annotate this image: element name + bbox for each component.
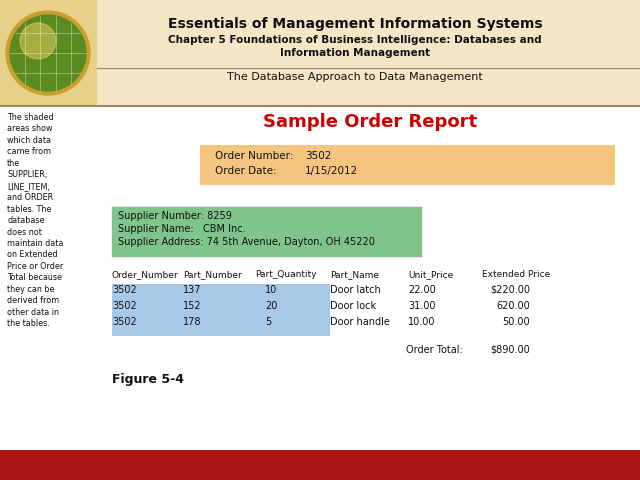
Bar: [0, 107, 640, 450]
Text: 20: 20: [265, 301, 277, 311]
Text: 3502: 3502: [112, 317, 137, 327]
Text: 3502: 3502: [112, 285, 137, 295]
Text: Order Total:: Order Total:: [406, 345, 463, 355]
Text: 31.00: 31.00: [408, 301, 435, 311]
Text: Figure 5-4: Figure 5-4: [112, 373, 184, 386]
Text: $220.00: $220.00: [490, 285, 530, 295]
Text: 152: 152: [183, 301, 202, 311]
Text: Chapter 5 Foundations of Business Intelligence: Databases and: Chapter 5 Foundations of Business Intell…: [168, 35, 542, 45]
Bar: [112, 207, 422, 257]
Text: Order Number:: Order Number:: [215, 151, 294, 161]
Text: Part_Quantity: Part_Quantity: [255, 270, 317, 279]
Text: $890.00: $890.00: [490, 345, 530, 355]
Text: 5.14: 5.14: [12, 457, 40, 467]
Text: Essentials of Management Information Systems: Essentials of Management Information Sys…: [168, 17, 542, 31]
Text: Part_Name: Part_Name: [330, 270, 379, 279]
Text: 1/15/2012: 1/15/2012: [305, 166, 358, 176]
Text: Door lock: Door lock: [330, 301, 376, 311]
Text: Copyright © 2013 Pearson Education, Inc. publishing as Prentice Hall: Copyright © 2013 Pearson Education, Inc.…: [230, 457, 570, 467]
Text: 3502: 3502: [112, 301, 137, 311]
Text: Extended Price: Extended Price: [482, 270, 550, 279]
Text: 10: 10: [265, 285, 277, 295]
Text: 3502: 3502: [305, 151, 332, 161]
Text: Supplier Number: 8259: Supplier Number: 8259: [118, 211, 232, 221]
Text: 22.00: 22.00: [408, 285, 436, 295]
Bar: [0, 0, 97, 107]
Text: Unit_Price: Unit_Price: [408, 270, 453, 279]
Text: 5: 5: [265, 317, 271, 327]
Text: Door latch: Door latch: [330, 285, 381, 295]
Text: Supplier Name:   CBM Inc.: Supplier Name: CBM Inc.: [118, 224, 246, 234]
Bar: [112, 284, 330, 336]
Text: Door handle: Door handle: [330, 317, 390, 327]
Text: Supplier Address: 74 5th Avenue, Dayton, OH 45220: Supplier Address: 74 5th Avenue, Dayton,…: [118, 237, 375, 247]
Text: Order_Number: Order_Number: [112, 270, 179, 279]
Text: The Database Approach to Data Management: The Database Approach to Data Management: [227, 72, 483, 82]
Bar: [200, 145, 615, 185]
Text: Information Management: Information Management: [280, 48, 430, 58]
Bar: [0, 0, 640, 107]
Text: Sample Order Report: Sample Order Report: [263, 113, 477, 131]
Text: Order Date:: Order Date:: [215, 166, 276, 176]
Text: The shaded
areas show
which data
came from
the
SUPPLIER,
LINE_ITEM,
and ORDER
ta: The shaded areas show which data came fr…: [7, 113, 63, 328]
Text: 50.00: 50.00: [502, 317, 530, 327]
Text: 620.00: 620.00: [496, 301, 530, 311]
Circle shape: [10, 15, 86, 91]
Circle shape: [6, 11, 90, 95]
Text: 178: 178: [183, 317, 202, 327]
Bar: [0, 450, 640, 480]
Text: 10.00: 10.00: [408, 317, 435, 327]
Text: 137: 137: [183, 285, 202, 295]
Text: Part_Number: Part_Number: [183, 270, 242, 279]
Circle shape: [20, 23, 56, 59]
